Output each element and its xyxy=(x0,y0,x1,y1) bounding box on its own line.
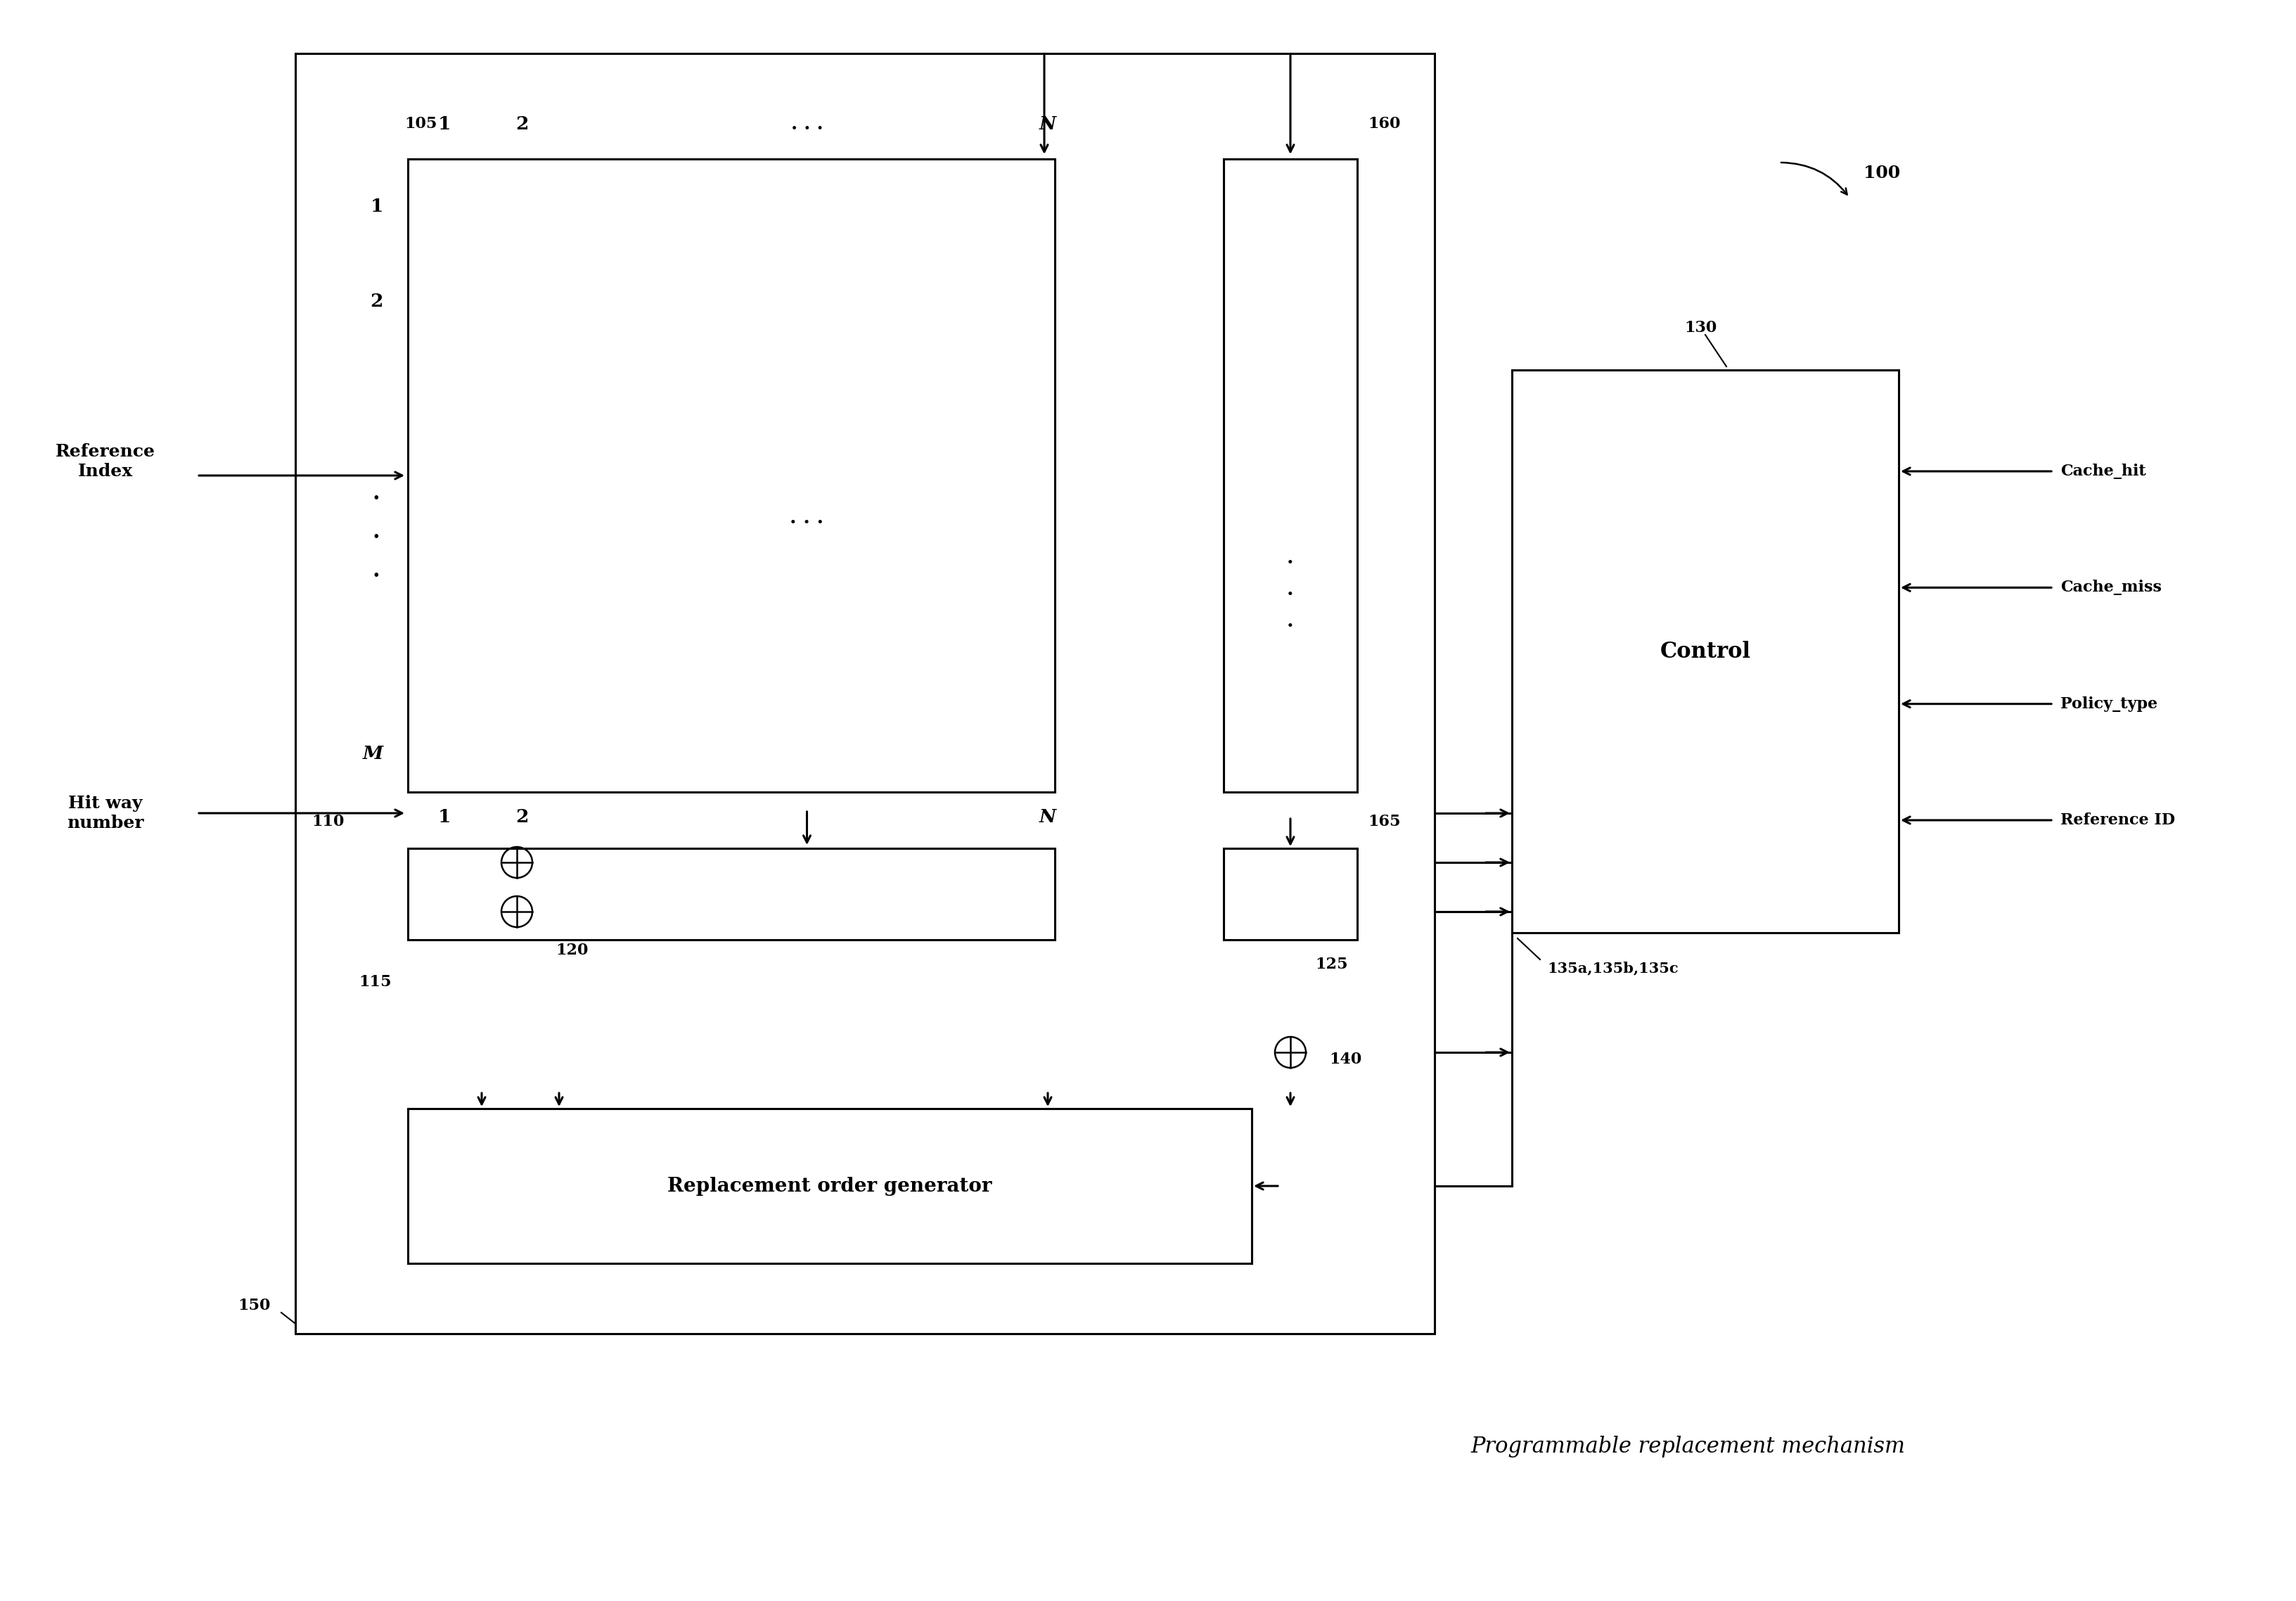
Text: .: . xyxy=(1288,548,1293,567)
Text: Replacement order generator: Replacement order generator xyxy=(668,1177,992,1196)
Text: .: . xyxy=(1288,580,1293,599)
Text: Cache_miss: Cache_miss xyxy=(2060,580,2161,596)
Bar xyxy=(1224,158,1357,792)
Text: 2: 2 xyxy=(514,809,528,826)
Text: 115: 115 xyxy=(358,975,390,989)
Text: 125: 125 xyxy=(1316,957,1348,972)
Text: .: . xyxy=(372,560,379,581)
Text: Reference
Index: Reference Index xyxy=(55,443,156,480)
Text: 2: 2 xyxy=(370,293,383,311)
Text: 120: 120 xyxy=(556,943,588,957)
Bar xyxy=(1224,849,1357,940)
Text: .: . xyxy=(372,520,379,543)
Text: 2: 2 xyxy=(514,115,528,133)
Text: 110: 110 xyxy=(312,813,344,829)
Text: N: N xyxy=(1040,115,1056,133)
Bar xyxy=(296,53,1435,1334)
Bar xyxy=(409,1108,1251,1263)
Text: .: . xyxy=(1288,612,1293,631)
Text: .: . xyxy=(372,482,379,504)
Text: Hit way
number: Hit way number xyxy=(67,796,145,831)
Text: 1: 1 xyxy=(439,115,450,133)
Text: 100: 100 xyxy=(1864,165,1901,181)
Text: 160: 160 xyxy=(1368,115,1401,131)
Text: 105: 105 xyxy=(404,115,436,131)
Text: Cache_hit: Cache_hit xyxy=(2060,464,2147,479)
Text: Control: Control xyxy=(1660,640,1750,663)
Text: 165: 165 xyxy=(1368,813,1401,829)
Bar xyxy=(409,158,1054,792)
Text: Programmable replacement mechanism: Programmable replacement mechanism xyxy=(1469,1436,1906,1457)
Text: . . .: . . . xyxy=(790,115,822,133)
Text: 130: 130 xyxy=(1685,320,1717,336)
Bar xyxy=(1511,370,1899,933)
Bar xyxy=(409,849,1054,940)
Text: 140: 140 xyxy=(1329,1052,1362,1068)
Text: Policy_type: Policy_type xyxy=(2060,696,2158,711)
Text: Reference ID: Reference ID xyxy=(2060,812,2174,828)
Text: 1: 1 xyxy=(439,809,450,826)
Text: . . .: . . . xyxy=(790,508,824,527)
Text: 150: 150 xyxy=(239,1298,271,1313)
Text: 1: 1 xyxy=(370,197,383,215)
Text: M: M xyxy=(363,744,383,762)
Text: N: N xyxy=(1040,809,1056,826)
Text: 135a,135b,135c: 135a,135b,135c xyxy=(1548,961,1678,975)
